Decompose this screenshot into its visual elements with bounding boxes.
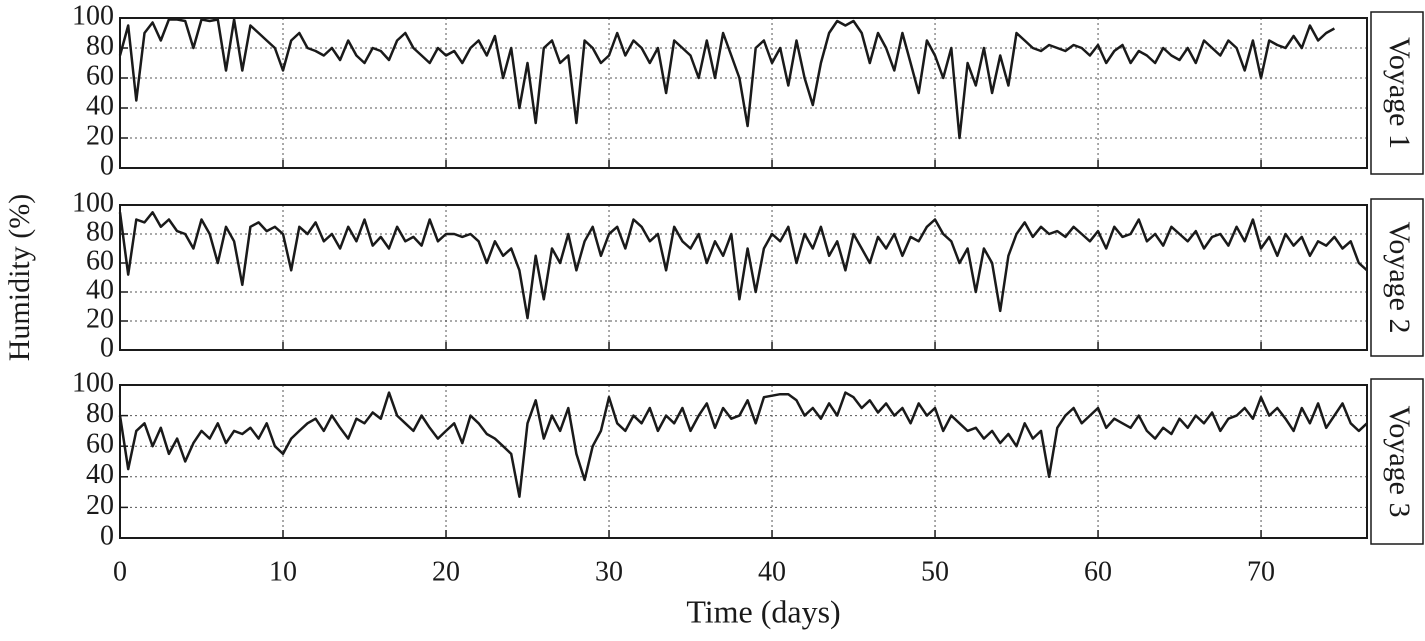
panel-label-box <box>1370 11 1424 175</box>
y-tick-label: 20 <box>86 120 114 151</box>
x-tick-label: 70 <box>1247 556 1275 587</box>
y-tick-label: 100 <box>72 367 114 398</box>
y-tick-label: 60 <box>86 245 114 276</box>
y-tick-label: 60 <box>86 429 114 460</box>
panel-label-box <box>1370 198 1424 357</box>
y-axis-label: Humidity (%) <box>3 194 36 361</box>
y-tick-label: 80 <box>86 398 114 429</box>
data-line <box>118 391 1368 498</box>
x-axis-label: Time (days) <box>686 593 840 629</box>
x-tick-label: 10 <box>269 556 297 587</box>
y-tick-label: 80 <box>86 216 114 247</box>
data-line <box>118 211 1368 320</box>
panel-label: Voyage 2 <box>1383 222 1416 334</box>
y-tick-label: 60 <box>86 60 114 91</box>
panel-label: Voyage 3 <box>1383 406 1416 518</box>
panel-label: Voyage 1 <box>1383 37 1416 149</box>
x-tick-label: 50 <box>921 556 949 587</box>
x-tick-label: 30 <box>595 556 623 587</box>
y-tick-label: 0 <box>100 150 114 181</box>
plot-frame <box>119 384 1368 539</box>
panel-label-box <box>1370 378 1424 545</box>
y-tick-label: 40 <box>86 274 114 305</box>
x-tick-label: 0 <box>113 556 127 587</box>
data-line <box>118 18 1336 140</box>
y-tick-label: 20 <box>86 303 114 334</box>
plot-frame <box>119 204 1368 351</box>
y-tick-label: 0 <box>100 520 114 551</box>
x-tick-label: 40 <box>758 556 786 587</box>
y-tick-label: 100 <box>72 0 114 31</box>
y-tick-label: 40 <box>86 459 114 490</box>
x-tick-label: 20 <box>432 556 460 587</box>
y-tick-label: 80 <box>86 30 114 61</box>
y-tick-label: 0 <box>100 332 114 363</box>
x-tick-label: 60 <box>1084 556 1112 587</box>
plot-frame <box>119 17 1368 169</box>
y-tick-label: 40 <box>86 90 114 121</box>
y-tick-label: 100 <box>72 187 114 218</box>
y-tick-label: 20 <box>86 490 114 521</box>
